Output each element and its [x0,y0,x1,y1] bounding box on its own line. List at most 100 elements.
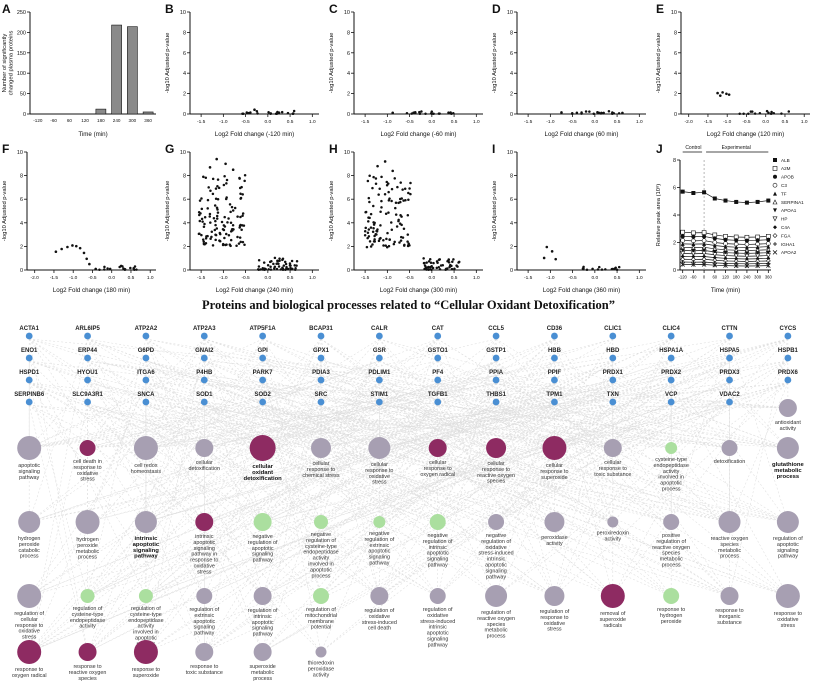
protein-label: CTTN [722,326,738,332]
panel-g-volcano-plot: G 0 2 4 6 8 10 -log10 Adjusted p-value Log2 Fold… [163,140,326,296]
scatter-points [715,91,790,116]
process-node [311,438,331,458]
process-node [17,584,42,608]
svg-text:Relative peak area (10⁸): Relative peak area (10⁸) [655,184,662,247]
process-node [253,513,272,531]
process-node [17,640,42,664]
svg-text:2: 2 [20,244,23,250]
process-label: cellular detoxification [189,460,220,472]
svg-text:0.5: 0.5 [287,275,294,281]
svg-text:-60: -60 [690,275,697,280]
protein-label: TPM1 [546,392,563,398]
protein-node [375,398,383,406]
svg-text:-60: -60 [50,118,57,123]
svg-text:0: 0 [20,268,23,274]
process-label: cellular response to superoxide [540,463,568,481]
process-node [195,513,214,531]
svg-text:-0.5: -0.5 [405,119,414,125]
process-node [315,646,327,658]
process-node [486,438,507,458]
protein-node [259,376,267,384]
process-node [485,585,508,607]
process-label: apoptotic signaling pathway [18,463,40,481]
svg-text:-120: -120 [678,275,687,280]
svg-text:60: 60 [712,275,717,280]
scatter-points [198,157,299,272]
process-label: negative regulation of cysteine-type endope… [303,532,338,579]
protein-label: ATP2A3 [193,326,216,332]
svg-text:2: 2 [673,241,676,247]
series-ALB [680,189,770,205]
process-label: response to superoxide [132,667,160,679]
protein-node [317,332,325,340]
panel-letter: I [492,142,495,156]
panel-letter: B [165,2,174,16]
svg-text:changed plasma proteins: changed plasma proteins [9,31,15,96]
chart-A: A 0 50 100 150 200 250 Number of significantly c… [2,2,156,138]
protein-label: HBB [548,348,562,354]
process-nodes: antioxidant activity apoptotic signaling pat… [12,399,804,682]
panel-letter: C [329,2,338,16]
process-label: response to oxidative stress [774,611,802,629]
svg-text:50: 50 [20,92,26,98]
chart-C: C 0 2 4 6 8 10 -log10 Adjusted p-value Log2 Fold… [329,2,483,138]
protein-label: PDIA3 [312,370,330,376]
protein-node [142,354,150,362]
svg-text:-log10 Adjusted p-value: -log10 Adjusted p-value [492,33,498,94]
svg-text:Log2 Fold change (-120 min): Log2 Fold change (-120 min) [215,131,294,138]
process-node [79,440,96,456]
protein-label: ENO1 [21,348,38,354]
process-node [313,588,329,604]
control-label: Control [685,145,701,151]
process-label: regulation of response to oxidative stress [540,609,570,633]
svg-text:-1.5: -1.5 [361,119,370,125]
protein-node [317,354,325,362]
process-label: cellular oxidant detoxification [243,464,282,482]
svg-text:6: 6 [510,197,513,203]
process-node [778,399,797,417]
process-node [253,587,272,605]
svg-text:180: 180 [732,275,740,280]
svg-text:-1.0: -1.0 [220,275,229,281]
chart-H: H 0 2 4 6 8 10 -log10 Adjusted p-value Log2 Fold… [329,142,483,294]
process-node [133,436,158,460]
svg-text:Log2 Fold change (300 min): Log2 Fold change (300 min) [380,287,457,294]
svg-text:4: 4 [510,71,513,77]
svg-text:150: 150 [17,51,26,57]
panel-letter: G [165,142,174,156]
svg-text:10: 10 [344,10,350,16]
protein-label: SOD1 [196,392,213,398]
svg-text:0.5: 0.5 [781,119,788,125]
svg-text:-1.0: -1.0 [546,119,555,125]
process-node [370,587,389,605]
svg-text:FGA: FGA [781,233,791,238]
protein-node [142,332,150,340]
protein-node [25,376,33,384]
protein-label: SOD2 [254,392,271,398]
process-node [544,512,565,532]
svg-text:0: 0 [510,268,513,274]
protein-node [375,376,383,384]
protein-node [25,332,33,340]
svg-text:0.0: 0.0 [108,275,115,281]
svg-text:0: 0 [183,268,186,274]
process-label: glutathione metabolic process [772,462,804,480]
process-node [776,511,799,533]
svg-text:10: 10 [507,10,513,16]
protein-label: PRDX6 [778,370,799,376]
process-label: regulation of oxidative stress-induced intr… [420,607,455,648]
protein-node [434,332,442,340]
svg-text:0.5: 0.5 [614,275,621,281]
svg-text:120: 120 [81,118,89,123]
protein-label: CD36 [547,326,563,332]
protein-node [667,376,675,384]
process-node [720,587,739,605]
process-label: regulation of mitochondrial membrane potent… [305,607,337,631]
process-label: removal of superoxide radicals [600,611,626,629]
svg-text:-0.5: -0.5 [569,275,578,281]
svg-text:250: 250 [17,10,26,16]
process-label: negative regulation of extrinsic apoptotic s… [365,531,395,567]
process-node [488,514,505,530]
process-node [428,439,447,457]
protein-label: ACTA1 [19,326,39,332]
